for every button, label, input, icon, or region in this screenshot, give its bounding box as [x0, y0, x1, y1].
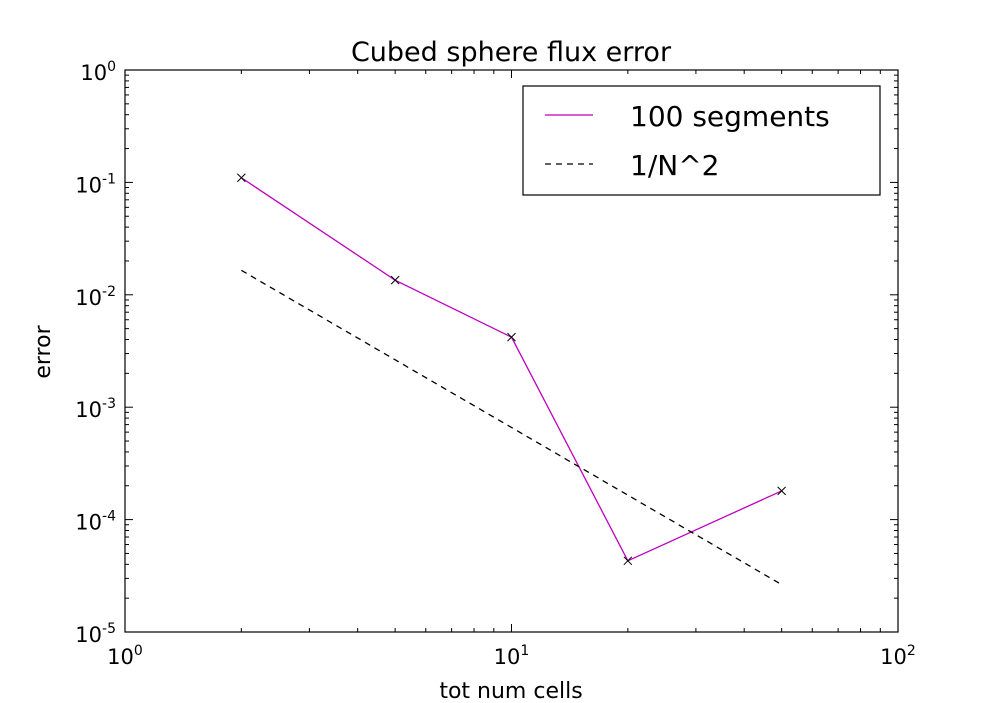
legend-box [522, 85, 881, 196]
legend-label-inverse-n-squared: 1/N^2 [630, 149, 719, 182]
y-tick-label: 10-2 [75, 284, 116, 310]
chart-title: Cubed sphere flux error [351, 37, 672, 68]
series-0-point [236, 173, 246, 183]
series-0-point [777, 486, 787, 496]
y-tick-label: 10-4 [75, 509, 116, 535]
y-tick-label: 10-1 [75, 171, 116, 197]
x-tick-label: 102 [880, 643, 916, 669]
y-tick-label: 100 [80, 59, 116, 85]
x-tick-label: 101 [494, 643, 530, 669]
series-0-point [623, 556, 633, 566]
series-0-point [507, 332, 516, 342]
x-tick-label: 100 [107, 643, 143, 669]
series-line-1 [241, 269, 782, 586]
legend-label-100-segments: 100 segments [630, 100, 830, 133]
y-tick-label: 10-5 [75, 621, 116, 647]
y-axis-label: error [31, 324, 56, 378]
legend: 100 segments 1/N^2 [522, 85, 881, 196]
y-tick-label: 10-3 [75, 396, 116, 422]
x-axis-label: tot num cells [439, 679, 582, 703]
plot-frame [124, 69, 899, 633]
series-0-point [390, 275, 400, 285]
